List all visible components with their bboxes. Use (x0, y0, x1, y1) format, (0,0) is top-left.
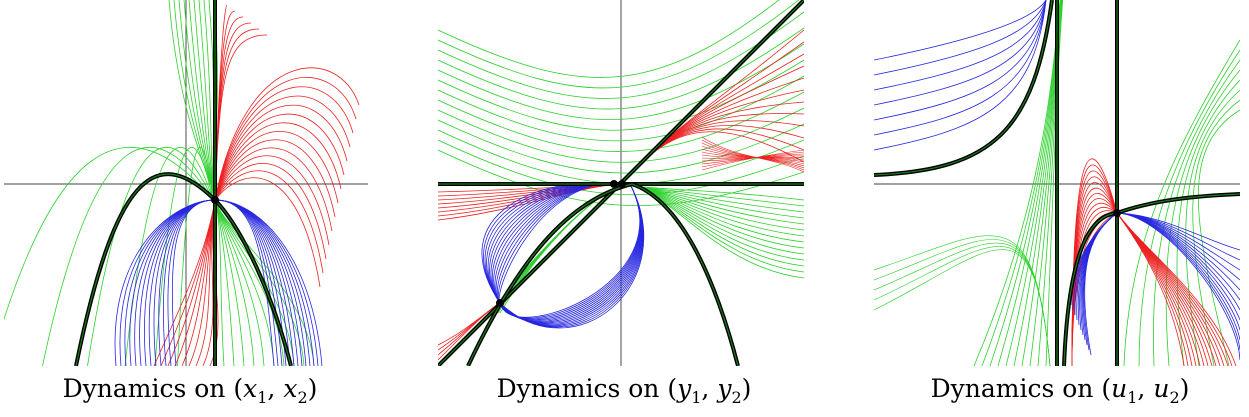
trajectory-green (1176, 79, 1240, 366)
separatrix-parabola-inner (75, 173, 292, 366)
trajectory-red (621, 65, 804, 185)
trajectory-green (438, 119, 804, 174)
panel-x: Dynamics on (x1, x2) (4, 0, 376, 417)
trajectory-red (214, 177, 321, 288)
trajectory-green (1197, 109, 1240, 366)
trajectory-red (1116, 212, 1209, 366)
trajectory-red (621, 53, 804, 185)
trajectory-green (1021, 0, 1063, 366)
trajectory-blue (874, 0, 1047, 151)
trajectory-green (42, 146, 214, 366)
trajectory-red (214, 131, 339, 204)
trajectory-blue (1116, 212, 1240, 361)
trajectory-green (1138, 49, 1240, 366)
trajectory-green (438, 43, 804, 120)
trajectory-green (438, 11, 804, 99)
trajectory-green (1037, 0, 1063, 366)
phase-portrait-u (874, 0, 1240, 366)
trajectory-blue (499, 183, 644, 329)
trajectory-blue (1116, 212, 1240, 281)
caption-x: Dynamics on (x1, x2) (62, 374, 318, 407)
trajectory-green (438, 149, 804, 207)
trajectory-green (989, 0, 1061, 366)
equilibrium-point-2 (610, 180, 618, 188)
trajectory-blue (874, 0, 1047, 136)
caption-u: Dynamics on (u1, u2) (930, 374, 1190, 407)
trajectory-green (214, 199, 225, 366)
trajectory-green (438, 27, 804, 110)
trajectory-red (214, 147, 333, 232)
trajectory-blue (1116, 212, 1240, 271)
trajectory-red (214, 77, 357, 201)
trajectory-green (214, 199, 265, 366)
trajectory-green (214, 199, 315, 366)
trajectory-green (214, 199, 255, 366)
trajectory-green (438, 91, 804, 152)
equilibrium-point (1113, 209, 1121, 217)
equilibrium-point-saddle (496, 299, 504, 307)
trajectory-red (621, 89, 804, 185)
trajectory-green (874, 242, 1051, 366)
trajectory-red (214, 113, 345, 201)
separatrix-parabola-inner (467, 183, 739, 366)
panel-u: Dynamics on (u1, u2) (874, 0, 1246, 417)
trajectory-red (1116, 212, 1237, 366)
trajectory-green (214, 199, 275, 366)
trajectory-blue (499, 183, 641, 320)
equilibrium-point (211, 196, 219, 204)
equilibrium-point (618, 180, 626, 188)
trajectory-green (438, 75, 804, 142)
trajectory-blue (874, 0, 1047, 91)
trajectory-green (438, 0, 800, 89)
trajectory-red (214, 95, 351, 201)
trajectory-blue (874, 0, 1047, 76)
trajectory-green (173, 0, 216, 201)
trajectory-green (214, 199, 245, 366)
trajectory-green (1123, 39, 1240, 366)
phase-portrait-y (438, 0, 804, 366)
trajectory-blue (874, 0, 1047, 106)
trajectory-blue (874, 0, 1047, 121)
trajectory-red (167, 199, 216, 366)
panel-y: Dynamics on (y1, y2) (438, 0, 810, 417)
trajectory-green (1185, 89, 1240, 366)
trajectory-green (874, 246, 1051, 366)
trajectory-red (214, 122, 342, 201)
trajectory-red (214, 86, 354, 201)
trajectory-red (214, 139, 336, 218)
trajectory-green (4, 146, 214, 321)
trajectory-green (1165, 69, 1240, 366)
trajectory-red (214, 67, 360, 201)
trajectory-green (1029, 0, 1063, 366)
separatrix-left-branch-inner (874, 0, 1053, 176)
trajectory-blue (1084, 212, 1118, 356)
trajectory-blue (171, 199, 216, 366)
trajectory-green (438, 0, 780, 78)
caption-y: Dynamics on (y1, y2) (496, 374, 752, 407)
trajectory-blue (214, 199, 323, 366)
trajectory-red (214, 104, 348, 201)
trajectory-green (1045, 0, 1064, 366)
trajectory-red (214, 155, 330, 246)
trajectory-red (701, 136, 804, 173)
trajectory-red (214, 170, 324, 274)
trajectory-red (214, 163, 327, 260)
trajectory-blue (874, 0, 1047, 61)
separatrix-left-branch (874, 0, 1054, 177)
trajectory-green (874, 249, 1051, 366)
separatrix-parabola (74, 172, 293, 366)
trajectory-blue (124, 199, 216, 366)
phase-portrait-x (4, 0, 368, 366)
trajectory-blue (167, 199, 216, 366)
trajectory-green (438, 139, 804, 196)
